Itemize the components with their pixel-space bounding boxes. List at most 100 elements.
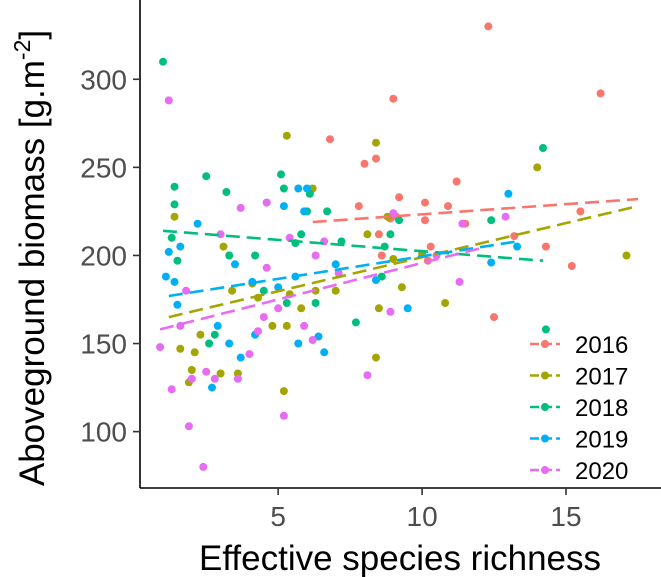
point-2018-25 <box>311 299 320 307</box>
point-2018-7 <box>297 230 306 239</box>
point-2020-25 <box>311 251 320 260</box>
point-2016-18 <box>567 262 576 270</box>
point-2016-14 <box>374 230 383 239</box>
point-2019-20 <box>403 304 412 313</box>
point-2017-23 <box>372 353 380 362</box>
y-tick-label-300: 300 <box>80 64 127 95</box>
point-2017-13 <box>187 366 196 374</box>
point-2018-18 <box>167 233 176 242</box>
point-2019-2 <box>504 189 513 198</box>
point-2016-9 <box>354 202 363 211</box>
svg-text:Aboveground biomass [g.m-2]: Aboveground biomass [g.m-2] <box>9 30 52 486</box>
point-2017-18 <box>282 321 291 330</box>
y-tick-label-150: 150 <box>80 329 127 360</box>
point-2018-21 <box>205 339 214 348</box>
trendline-2017 <box>168 204 639 319</box>
legend-label-2020: 2020 <box>575 458 628 485</box>
point-2019-21 <box>487 258 496 267</box>
point-2016-20 <box>541 242 550 251</box>
point-2020-28 <box>386 307 395 316</box>
point-2020-27 <box>363 371 372 380</box>
point-2019-19 <box>372 276 380 285</box>
point-2018-1 <box>539 144 547 152</box>
point-2019-0 <box>294 184 303 193</box>
trendlines-layer <box>159 197 639 331</box>
point-2020-22 <box>279 411 288 420</box>
point-2017-24 <box>374 304 383 313</box>
point-2018-2 <box>170 182 179 191</box>
point-2020-9 <box>184 422 193 431</box>
point-2020-6 <box>389 209 398 218</box>
point-2016-19 <box>490 313 498 322</box>
point-2016-11 <box>421 216 429 225</box>
point-2018-4 <box>222 188 231 196</box>
point-2018-22 <box>225 251 234 260</box>
point-2016-5 <box>372 154 380 163</box>
points-layer <box>156 22 631 471</box>
point-2018-5 <box>277 170 285 179</box>
point-2019-1 <box>303 184 311 193</box>
point-2019-17 <box>320 348 329 357</box>
point-2017-5 <box>363 230 372 239</box>
point-2020-26 <box>334 269 343 278</box>
point-2016-15 <box>426 242 435 251</box>
point-2017-14 <box>216 369 225 378</box>
point-2019-7 <box>161 272 170 281</box>
point-2018-26 <box>351 318 360 327</box>
point-2017-28 <box>219 242 228 251</box>
point-2016-3 <box>326 135 334 144</box>
point-2016-8 <box>421 198 429 207</box>
point-2020-16 <box>182 286 191 295</box>
x-tick-label-5: 5 <box>270 501 286 532</box>
x-axis-ticks: 5 10 15 <box>270 488 582 532</box>
trendline-2018 <box>162 229 544 262</box>
point-2019-13 <box>274 283 283 292</box>
point-2019-22 <box>513 242 522 251</box>
trendline-2019 <box>168 240 518 298</box>
point-2016-4 <box>360 159 369 168</box>
point-2017-9 <box>170 212 179 221</box>
point-2018-15 <box>386 230 395 239</box>
point-2016-23 <box>576 207 585 216</box>
point-2017-11 <box>228 286 237 295</box>
legend: 2016 2017 2018 2019 2020 <box>530 332 628 485</box>
y-axis-ticks: 100 150 200 250 300 <box>80 64 140 448</box>
point-2020-14 <box>156 343 165 352</box>
y-axis-title-main: Aboveground biomass [g.m <box>13 60 52 486</box>
legend-label-2016: 2016 <box>575 332 628 359</box>
point-2018-17 <box>541 325 550 334</box>
point-2019-16 <box>314 332 323 341</box>
point-2019-8 <box>170 277 179 286</box>
point-2018-28 <box>210 330 219 339</box>
point-2018-23 <box>251 251 260 260</box>
point-2016-7 <box>395 193 404 202</box>
point-2020-8 <box>501 212 510 221</box>
point-2019-6 <box>193 219 202 228</box>
point-2019-15 <box>294 339 303 348</box>
point-2020-32 <box>308 336 317 344</box>
point-2018-10 <box>323 207 332 216</box>
point-2016-1 <box>596 89 605 98</box>
point-2016-13 <box>510 232 519 241</box>
point-2020-20 <box>259 313 268 322</box>
legend-dot-2016 <box>541 340 549 348</box>
point-2019-9 <box>164 247 173 256</box>
y-tick-label-200: 200 <box>80 240 127 271</box>
point-2019-27 <box>236 353 245 362</box>
point-2019-10 <box>173 300 182 309</box>
point-2020-11 <box>187 374 196 383</box>
x-tick-label-15: 15 <box>550 501 581 532</box>
point-2020-31 <box>254 327 262 336</box>
y-tick-label-100: 100 <box>80 417 127 448</box>
point-2017-8 <box>176 344 185 353</box>
point-2017-26 <box>441 299 450 307</box>
point-2017-29 <box>268 321 277 330</box>
point-2020-3 <box>236 203 245 212</box>
point-2018-6 <box>279 184 288 193</box>
point-2016-21 <box>444 202 452 211</box>
point-2020-13 <box>202 367 211 376</box>
point-2019-18 <box>331 260 340 269</box>
point-2020-12 <box>167 385 176 394</box>
legend-dot-2019 <box>541 434 549 443</box>
